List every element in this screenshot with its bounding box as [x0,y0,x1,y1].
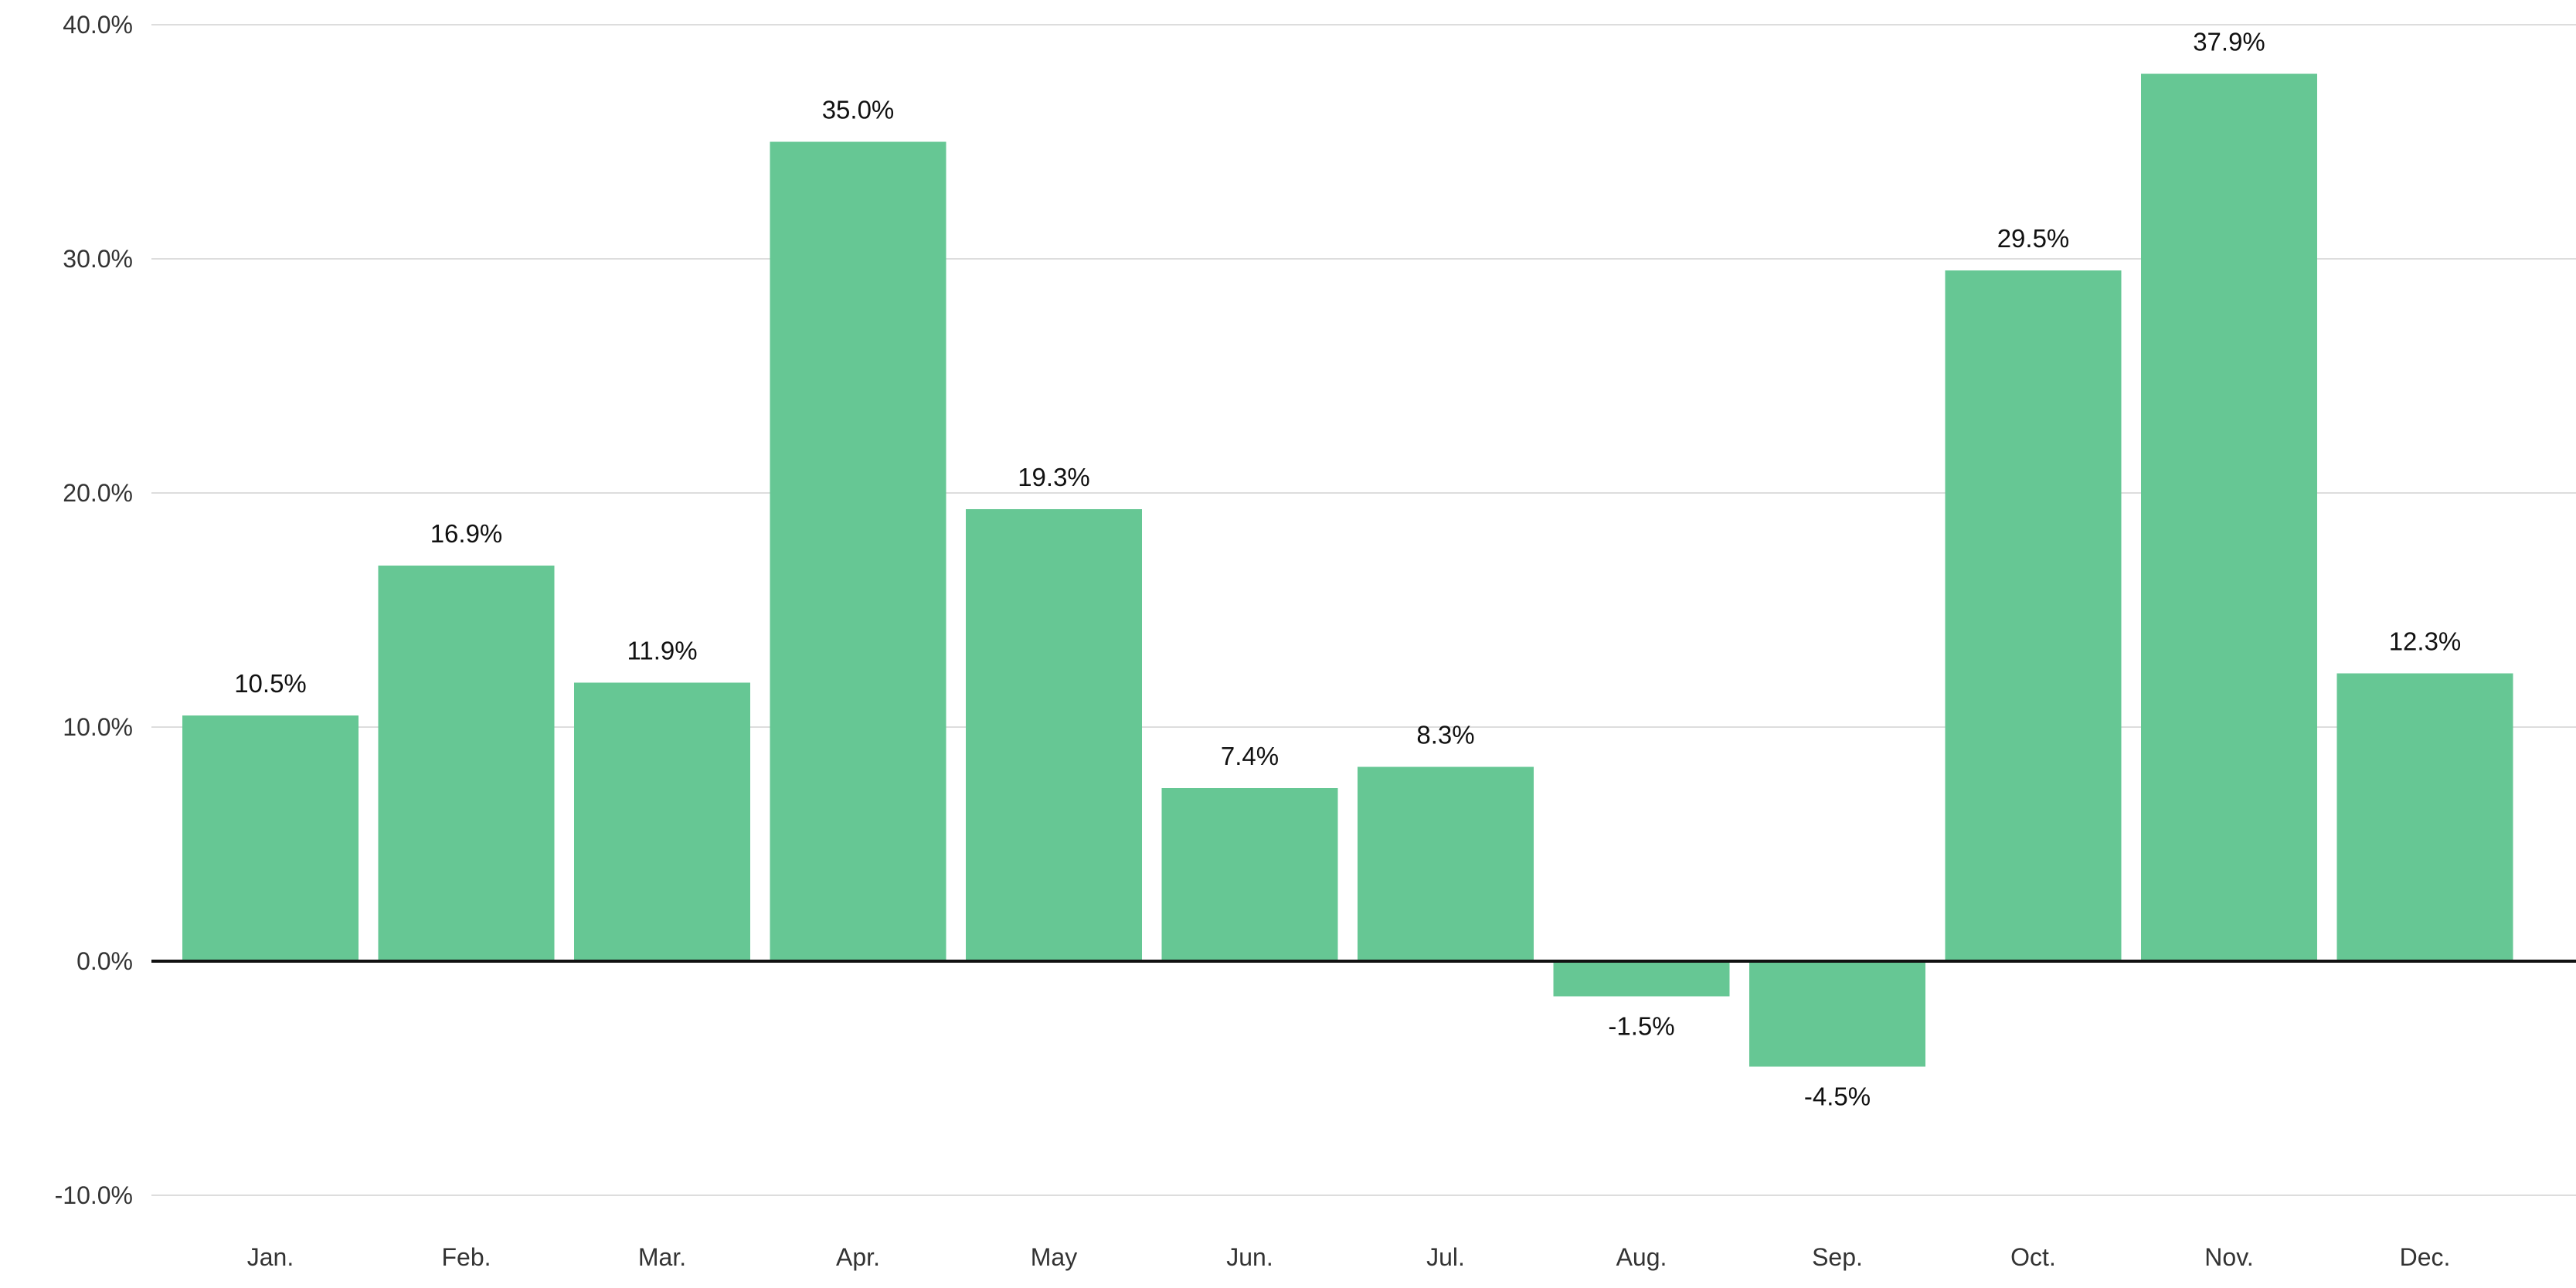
x-tick-label: Jun. [1226,1243,1273,1271]
x-tick-label: Dec. [2400,1243,2451,1271]
x-tick-label: Feb. [441,1243,491,1271]
y-axis-ticks: 40.0% 30.0% 20.0% 10.0% 0.0% -10.0% [55,11,133,1209]
bar-nov [2141,73,2317,961]
bar-jul [1358,766,1534,961]
y-tick-label: 0.0% [76,947,133,975]
bar-oct [1945,270,2122,961]
x-tick-label: Nov. [2204,1243,2253,1271]
bar-mar [574,682,750,961]
y-tick-label: 10.0% [63,713,133,741]
y-tick-label: 30.0% [63,245,133,273]
bar-may [966,509,1142,961]
data-label: 11.9% [627,636,697,664]
data-label: 10.5% [234,669,307,698]
y-tick-label: -10.0% [55,1181,133,1209]
x-tick-label: Sep. [1812,1243,1863,1271]
bar-sep [1749,961,1925,1067]
x-tick-label: Jul. [1426,1243,1465,1271]
data-label: -1.5% [1608,1011,1674,1040]
data-labels: 10.5% 16.9% 11.9% 35.0% 19.3% 7.4% 8.3% -1.5% -4… [234,28,2461,1111]
bar-jan [182,715,359,961]
x-tick-label: Apr. [836,1243,880,1271]
x-tick-label: May [1031,1243,1077,1271]
data-label: 7.4% [1221,742,1279,770]
data-label: 16.9% [430,519,503,548]
data-label: 37.9% [2193,28,2265,56]
data-label: 29.5% [1997,224,2070,253]
x-tick-label: Mar. [638,1243,686,1271]
data-label: 19.3% [1018,463,1090,491]
data-label: 12.3% [2389,627,2462,655]
x-tick-label: Jan. [247,1243,294,1271]
y-tick-label: 20.0% [63,479,133,507]
data-label: -4.5% [1804,1082,1871,1110]
data-label: 8.3% [1416,721,1474,749]
x-tick-label: Oct. [2010,1243,2056,1271]
x-tick-label: Aug. [1616,1243,1667,1271]
y-tick-label: 40.0% [63,11,133,39]
data-label: 35.0% [822,96,895,124]
bar-aug [1553,961,1730,997]
bar-feb [378,565,555,961]
bar-jun [1161,787,1338,961]
bar-dec [2336,673,2513,961]
x-axis-ticks: Jan. Feb. Mar. Apr. May Jun. Jul. Aug. Sep. Oct. N… [247,1243,2451,1271]
bars [182,73,2513,1067]
bar-apr [770,141,946,961]
